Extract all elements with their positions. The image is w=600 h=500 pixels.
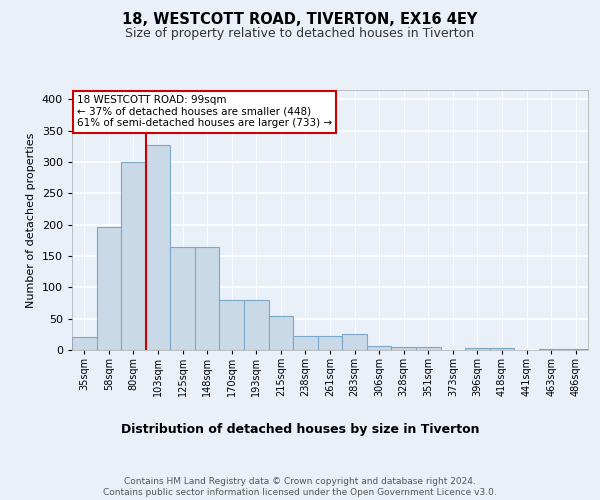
Text: 18 WESTCOTT ROAD: 99sqm
← 37% of detached houses are smaller (448)
61% of semi-d: 18 WESTCOTT ROAD: 99sqm ← 37% of detache… [77,95,332,128]
Bar [72,338,97,350]
Y-axis label: Number of detached properties: Number of detached properties [26,132,36,308]
Text: Distribution of detached houses by size in Tiverton: Distribution of detached houses by size … [121,422,479,436]
Bar [97,226,121,350]
Text: 18, WESTCOTT ROAD, TIVERTON, EX16 4EY: 18, WESTCOTT ROAD, TIVERTON, EX16 4EY [122,12,478,28]
Bar [342,334,367,350]
Bar [293,336,318,350]
Text: Size of property relative to detached houses in Tiverton: Size of property relative to detached ho… [125,28,475,40]
Bar [244,300,269,350]
Bar [490,348,514,350]
Bar [465,348,490,350]
Bar [391,347,416,350]
Bar [146,145,170,350]
Bar [269,316,293,350]
Bar [121,162,146,350]
Bar [318,336,342,350]
Bar [195,246,220,350]
Bar [416,347,440,350]
Text: Contains HM Land Registry data © Crown copyright and database right 2024.
Contai: Contains HM Land Registry data © Crown c… [103,478,497,497]
Bar [539,348,563,350]
Bar [220,300,244,350]
Bar [367,346,391,350]
Bar [170,246,195,350]
